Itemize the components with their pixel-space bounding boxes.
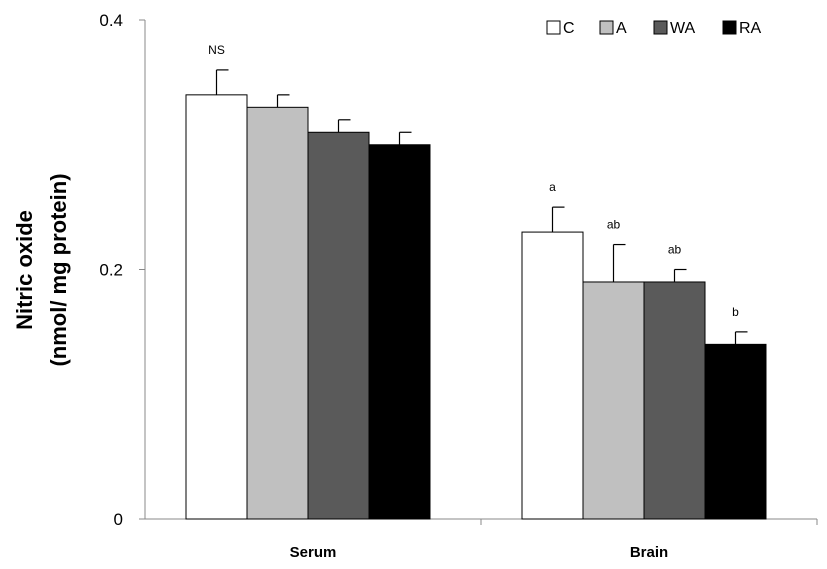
bar <box>307 131 370 520</box>
legend-swatch <box>653 20 668 35</box>
x-category-label: Serum <box>290 544 337 561</box>
x-category-label: Brain <box>630 544 668 561</box>
legend: C A WA RA <box>546 20 762 37</box>
legend-label: WA <box>670 20 696 37</box>
y-tick-label: 0.2 <box>99 261 123 280</box>
bars: NS a ab ab b <box>185 43 767 520</box>
y-tick-label: 0 <box>114 510 123 529</box>
bar <box>582 281 645 520</box>
significance-label: ab <box>607 218 621 232</box>
bar <box>368 144 431 520</box>
bar <box>246 106 309 520</box>
bar <box>185 94 248 520</box>
y-axis-label-line2: (nmol/ mg protein) <box>46 173 71 366</box>
bar <box>704 343 767 520</box>
bar <box>521 231 584 520</box>
y-axis-label: Nitric oxide (nmol/ mg protein) <box>12 173 71 366</box>
bar <box>643 281 706 520</box>
legend-swatch <box>599 20 614 35</box>
legend-label: C <box>563 20 575 37</box>
significance-label: NS <box>208 43 225 57</box>
y-tick-label: 0.4 <box>99 11 123 30</box>
legend-swatch <box>546 20 561 35</box>
significance-label: ab <box>668 243 682 257</box>
y-axis-label-line1: Nitric oxide <box>12 210 37 330</box>
significance-label: a <box>549 180 556 194</box>
significance-label: b <box>732 305 739 319</box>
legend-label: RA <box>739 20 762 37</box>
legend-label: A <box>616 20 627 37</box>
legend-swatch <box>722 20 737 35</box>
